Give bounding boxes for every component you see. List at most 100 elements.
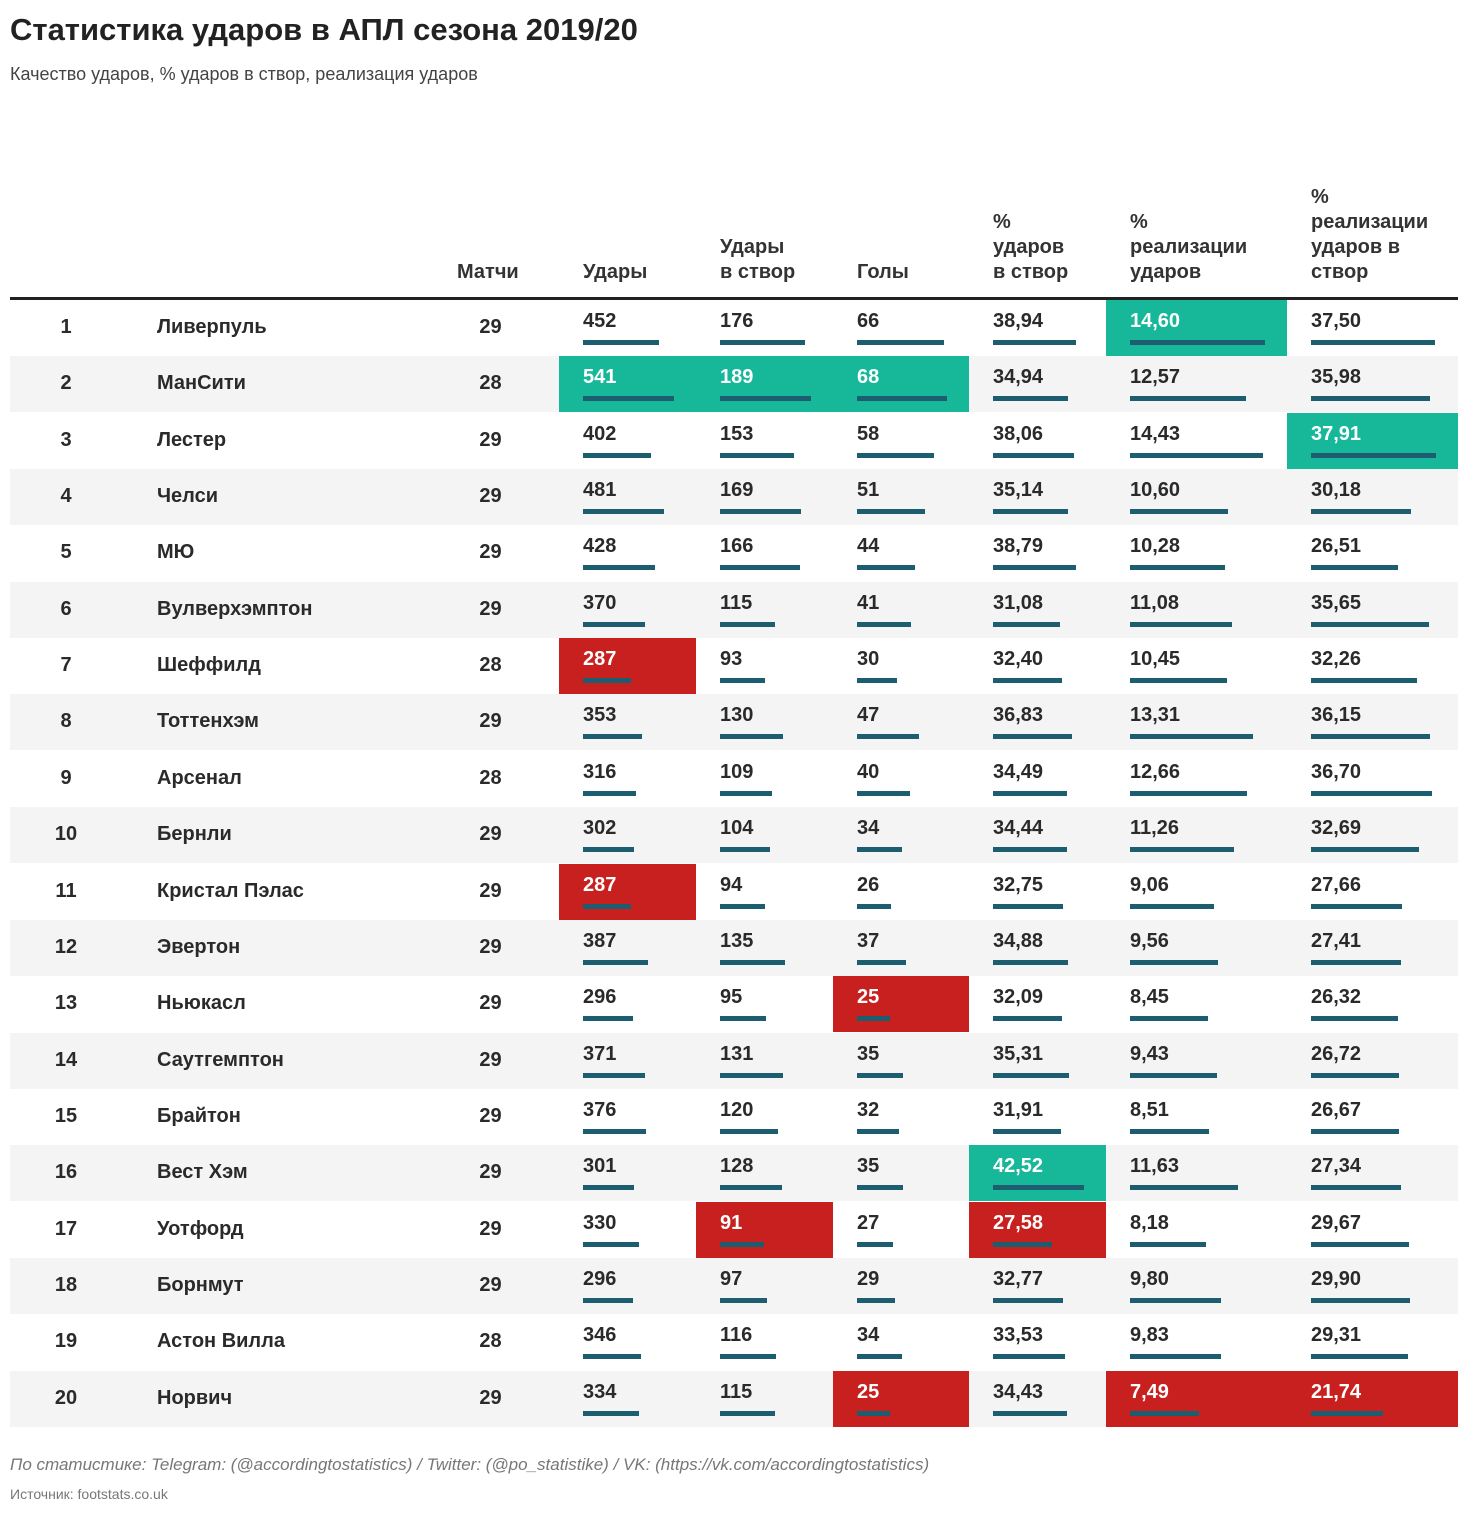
value-bar (583, 452, 651, 458)
cell-value: 91 (720, 1211, 743, 1234)
cell-value: 26,72 (1311, 1042, 1362, 1065)
cell-value: 169 (720, 479, 754, 502)
table-cell: 32,26 (1287, 638, 1458, 694)
cell-value: 97 (720, 1267, 743, 1290)
table-cell: 153 (696, 413, 833, 469)
team-name: Арсенал (157, 766, 242, 789)
cell-value: 27,34 (1311, 1155, 1362, 1178)
table-row: 19 Астон Вилла 28 346 116 34 33,53 9,83 29,31 (10, 1314, 1458, 1370)
cell-value: 9,43 (1130, 1042, 1169, 1065)
value-bar (720, 1297, 767, 1303)
table-cell: 387 (559, 920, 696, 976)
value-bar (720, 790, 773, 796)
value-bar (857, 734, 920, 740)
table-cell: 353 (559, 694, 696, 750)
matches: 29 (479, 485, 502, 508)
table-cell: 116 (696, 1314, 833, 1370)
table-cell: 32,77 (969, 1258, 1106, 1314)
cell-value: 115 (720, 1380, 753, 1403)
cell-value: 109 (720, 760, 754, 783)
value-bar (1130, 565, 1226, 571)
table-cell: 10,28 (1106, 525, 1287, 581)
table-row: 15 Брайтон 29 376 120 32 31,91 8,51 26,67 (10, 1089, 1458, 1145)
value-bar (583, 678, 632, 684)
cell-value: 40 (857, 760, 880, 783)
value-bar (1311, 396, 1430, 402)
table-row: 17 Уотфорд 29 330 91 27 27,58 8,18 29,67 (10, 1201, 1458, 1258)
value-bar (1311, 1241, 1409, 1247)
table-cell: 36,70 (1287, 751, 1458, 807)
table-cell: 58 (833, 413, 969, 469)
table-cell: 8,18 (1106, 1202, 1287, 1258)
table-cell: 32 (833, 1089, 969, 1145)
rank: 17 (54, 1217, 78, 1240)
value-bar (583, 959, 649, 965)
header-rule (10, 297, 1458, 300)
table-cell: 8,51 (1106, 1089, 1287, 1145)
cell-value: 26,51 (1311, 535, 1362, 558)
value-bar (1130, 452, 1264, 458)
cell-value: 32,75 (993, 873, 1044, 896)
table-cell: 296 (559, 976, 696, 1032)
matches: 29 (479, 710, 502, 733)
value-bar (1311, 509, 1411, 515)
cell-value: 36,15 (1311, 704, 1362, 727)
table-cell: 35 (833, 1033, 969, 1089)
value-bar (583, 565, 655, 571)
table-cell: 26,32 (1287, 976, 1458, 1032)
team-name: Бернли (157, 823, 232, 846)
value-bar (857, 396, 947, 402)
cell-value: 27 (857, 1211, 880, 1234)
team-name: Лестер (157, 428, 227, 451)
table-cell: 287 (559, 863, 696, 920)
value-bar (857, 903, 892, 909)
table-cell: 120 (696, 1089, 833, 1145)
matches: 29 (479, 1217, 502, 1240)
cell-value: 9,80 (1130, 1267, 1169, 1290)
value-bar (1130, 1354, 1221, 1360)
cell-value: 8,18 (1130, 1211, 1169, 1234)
table-cell: 37 (833, 920, 969, 976)
table-cell: 32,40 (969, 638, 1106, 694)
team-name: Ливерпуль (157, 316, 267, 338)
cell-value: 30,18 (1311, 479, 1362, 502)
column-header: % ударов в створ (993, 211, 1069, 283)
table-row: 5 МЮ 29 428 166 44 38,79 10,28 26,51 (10, 525, 1458, 581)
rank: 2 (60, 372, 72, 395)
value-bar (583, 1016, 633, 1022)
table-cell: 34,49 (969, 751, 1106, 807)
cell-value: 10,60 (1130, 479, 1181, 502)
team-name: Эвертон (157, 935, 241, 958)
cell-value: 44 (857, 535, 880, 558)
cell-value: 35,65 (1311, 591, 1362, 614)
value-bar (583, 734, 643, 740)
rank: 3 (60, 428, 72, 451)
table-row: 16 Вест Хэм 29 301 128 35 42,52 11,63 27,34 (10, 1145, 1458, 1202)
value-bar (1311, 903, 1403, 909)
value-bar (720, 903, 766, 909)
value-bar (993, 903, 1064, 909)
cell-value: 36,83 (993, 704, 1044, 727)
rank: 10 (54, 823, 78, 846)
table-cell: 94 (696, 864, 833, 920)
table-row: 9 Арсенал 28 316 109 40 34,49 12,66 36,70 (10, 751, 1458, 807)
rank: 5 (60, 541, 72, 564)
table-cell: 38,94 (969, 300, 1106, 356)
value-bar (720, 1016, 766, 1022)
table-cell: 189 (696, 356, 833, 413)
table-cell: 176 (696, 300, 833, 356)
matches: 29 (479, 597, 502, 620)
table-row: 7 Шеффилд 28 287 93 30 32,40 10,45 32,26 (10, 638, 1458, 695)
matches: 28 (479, 1330, 502, 1353)
table-cell: 334 (559, 1371, 696, 1427)
table-cell: 8,45 (1106, 976, 1287, 1032)
value-bar (1130, 959, 1219, 965)
value-bar (720, 1241, 764, 1247)
cell-value: 58 (857, 422, 880, 445)
table-cell: 32,69 (1287, 807, 1458, 863)
table-cell: 316 (559, 751, 696, 807)
table-cell: 287 (559, 638, 696, 695)
table-cell: 14,60 (1106, 300, 1287, 356)
matches: 29 (479, 1048, 502, 1071)
